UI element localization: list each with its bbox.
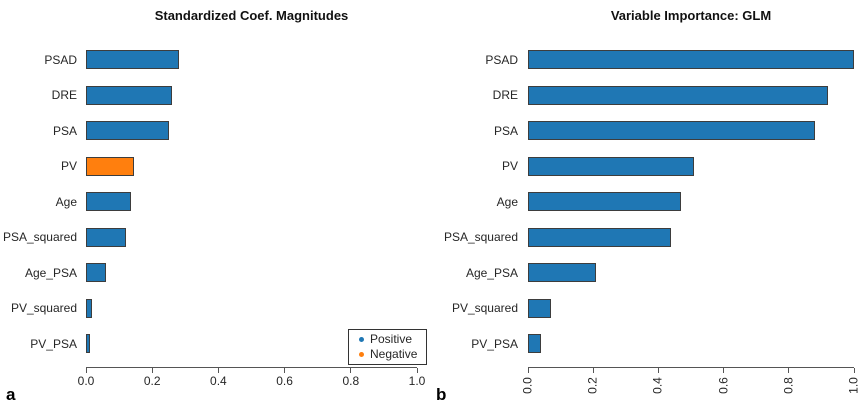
bar-row xyxy=(86,78,417,114)
legend-marker-dot xyxy=(359,337,364,342)
y-tick-label: PSAD xyxy=(44,52,77,67)
y-tick-label: Age_PSA xyxy=(24,265,77,280)
bar-PSAD xyxy=(528,50,854,70)
y-tick-label: PSAD xyxy=(485,52,518,67)
bar-row xyxy=(86,113,417,149)
bar-row xyxy=(528,42,854,78)
x-tick-mark xyxy=(527,368,529,373)
y-tick-label: PV_squared xyxy=(451,301,518,316)
bar-row xyxy=(528,113,854,149)
bar-PSA xyxy=(528,121,815,141)
bar-row xyxy=(528,78,854,114)
x-tick-label: 0.2 xyxy=(143,374,161,388)
y-tick-label: PV xyxy=(501,159,518,174)
bar-row xyxy=(528,291,854,327)
legend-marker-dot xyxy=(359,352,364,357)
bar-PV_squared xyxy=(528,298,551,318)
x-tick-mark xyxy=(788,368,790,373)
bar-Age_PSA xyxy=(86,263,106,283)
legend-label: Positive xyxy=(370,332,413,346)
x-tick-label: 0.2 xyxy=(585,377,600,394)
legend-label: Negative xyxy=(370,347,418,361)
plot-area xyxy=(528,42,854,362)
bar-row xyxy=(86,291,417,327)
x-tick-mark xyxy=(85,368,87,373)
bar-row xyxy=(86,149,417,185)
bar-PSAD xyxy=(86,50,179,70)
bar-PV_PSA xyxy=(86,334,90,354)
bar-row xyxy=(86,42,417,78)
bar-PV xyxy=(86,156,134,176)
bar-row xyxy=(86,326,417,362)
panel-letter: b xyxy=(436,385,447,404)
x-tick-label: 0.8 xyxy=(781,377,796,394)
y-tick-label: Age xyxy=(55,194,77,209)
bar-row xyxy=(528,149,854,185)
bar-row xyxy=(528,184,854,220)
panel-a-standardized-coef: Standardized Coef. Magnitudes PSAD DRE PSA… xyxy=(0,8,427,404)
bar-row xyxy=(528,220,854,256)
y-tick-label: PV_PSA xyxy=(471,336,518,351)
legend: Positive Negative xyxy=(348,329,427,365)
bar-DRE xyxy=(86,85,173,105)
y-tick-label: PV_squared xyxy=(10,301,77,316)
x-tick-mark xyxy=(853,368,855,373)
y-tick-label: Age xyxy=(496,194,518,209)
y-tick-label: DRE xyxy=(51,88,77,103)
x-tick-label: 0.0 xyxy=(520,377,535,394)
y-tick-label: PV_PSA xyxy=(30,336,77,351)
y-tick-label: DRE xyxy=(492,88,518,103)
bar-PSA xyxy=(86,121,169,141)
x-tick-label: 0.4 xyxy=(210,374,227,388)
x-tick-mark xyxy=(657,368,659,373)
plot-area xyxy=(86,42,417,362)
y-tick-label: PSA xyxy=(493,123,518,138)
panel-letter: a xyxy=(6,385,16,404)
x-tick-label: 0.0 xyxy=(77,374,95,388)
bar-row xyxy=(86,220,417,256)
x-axis: 0.0 0.2 0.4 0.6 0.8 1.0 xyxy=(521,367,860,394)
x-tick-mark xyxy=(350,368,352,373)
y-axis-labels: PSAD DRE PSA PV Age PSA_squared Age_PSA PV_squa… xyxy=(430,42,518,362)
y-tick-label: PSA_squared xyxy=(443,230,518,245)
x-tick-mark xyxy=(416,368,418,373)
x-tick-label: 0.6 xyxy=(276,374,293,388)
bar-row xyxy=(528,255,854,291)
x-tick-label: 0.8 xyxy=(342,374,360,388)
x-tick-mark xyxy=(151,368,153,373)
y-axis-labels: PSAD DRE PSA PV Age PSA_squared Age_PSA PV_squa… xyxy=(0,42,77,362)
x-tick-mark xyxy=(592,368,594,373)
x-tick-mark xyxy=(723,368,725,373)
bar-DRE xyxy=(528,85,828,105)
y-tick-label: Age_PSA xyxy=(465,265,518,280)
x-tick-mark xyxy=(217,368,219,373)
chart-title: Variable Importance: GLM xyxy=(610,8,772,23)
x-axis: 0.0 0.2 0.4 0.6 0.8 1.0 xyxy=(78,367,425,388)
y-tick-label: PV xyxy=(60,159,77,174)
bar-PV xyxy=(528,156,695,176)
bar-PV_PSA xyxy=(528,334,542,354)
y-tick-label: PSA_squared xyxy=(2,230,77,245)
bar-PV_squared xyxy=(86,298,92,318)
x-tick-label: 1.0 xyxy=(846,377,860,394)
bar-Age_PSA xyxy=(528,263,597,283)
bar-row xyxy=(86,255,417,291)
bar-row xyxy=(528,326,854,362)
x-tick-label: 0.4 xyxy=(650,377,665,394)
bar-row xyxy=(86,184,417,220)
legend-item: Negative xyxy=(359,348,426,361)
bar-PSA_squared xyxy=(86,227,126,247)
x-tick-label: 1.0 xyxy=(408,374,426,388)
x-tick-label: 0.6 xyxy=(716,377,731,394)
panel-b-variable-importance: Variable Importance: GLM PSAD DRE PSA PV Age… xyxy=(430,0,860,414)
bar-PSA_squared xyxy=(528,227,672,247)
chart-title: Standardized Coef. Magnitudes xyxy=(154,8,349,23)
legend-item: Positive xyxy=(359,333,426,346)
bar-Age xyxy=(86,192,131,212)
y-tick-label: PSA xyxy=(52,123,77,138)
x-tick-mark xyxy=(284,368,286,373)
bar-Age xyxy=(528,192,682,212)
